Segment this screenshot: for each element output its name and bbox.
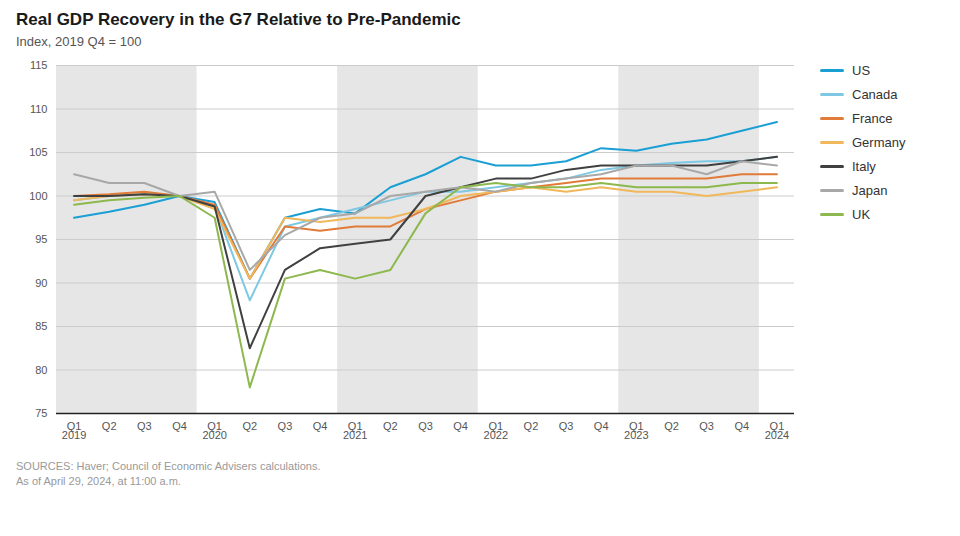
svg-text:80: 80 — [35, 364, 47, 376]
svg-text:Q1: Q1 — [488, 420, 504, 433]
svg-text:Q2: Q2 — [102, 420, 117, 432]
html-text:Index, 2019 Q4 = 100: Index, 2019 Q4 = 100 — [16, 34, 142, 49]
svg-text:Q3: Q3 — [559, 420, 574, 432]
svg-text:Q3: Q3 — [418, 420, 433, 432]
html-text:Japan: Japan — [852, 183, 888, 198]
html-text:Canada: Canada — [852, 87, 898, 102]
html-text:UK: UK — [852, 207, 871, 222]
svg-text:2023: 2023 — [624, 429, 648, 441]
svg-text:90: 90 — [35, 277, 47, 289]
svg-text:Q4: Q4 — [594, 420, 609, 432]
svg-text:Q3: Q3 — [137, 420, 152, 432]
svg-text:Q3: Q3 — [699, 420, 714, 432]
svg-text:Q4: Q4 — [453, 420, 468, 432]
svg-text:2020: 2020 — [202, 429, 226, 441]
svg-text:2019: 2019 — [62, 429, 86, 441]
svg-text:2021: 2021 — [343, 429, 367, 441]
svg-text:95: 95 — [35, 233, 47, 245]
svg-text:85: 85 — [35, 320, 47, 332]
html-text:France: France — [852, 111, 893, 126]
svg-text:2022: 2022 — [484, 429, 508, 441]
svg-text:Q2: Q2 — [383, 420, 398, 432]
svg-text:Q2: Q2 — [524, 420, 539, 432]
svg-text:75: 75 — [35, 407, 47, 419]
html-text:SOURCES: Haver; Council of Eco: SOURCES: Haver; Council of Economic Advi… — [16, 460, 321, 488]
svg-text:115: 115 — [30, 59, 48, 71]
svg-text:Q4: Q4 — [172, 420, 187, 432]
html-text:Germany: Germany — [852, 135, 906, 150]
svg-text:Q1: Q1 — [207, 420, 222, 433]
svg-text:Q1: Q1 — [347, 420, 363, 433]
svg-text:105: 105 — [29, 146, 47, 158]
svg-text:Q1: Q1 — [66, 420, 82, 433]
html-text:Italy: Italy — [852, 159, 876, 174]
svg-text:Q4: Q4 — [313, 420, 328, 432]
svg-text:Q2: Q2 — [242, 420, 257, 432]
svg-text:Q1: Q1 — [629, 420, 644, 433]
html-text:Real GDP Recovery in the G7 Re: Real GDP Recovery in the G7 Relative to … — [16, 10, 461, 29]
svg-text:Q3: Q3 — [278, 420, 293, 432]
svg-text:2024: 2024 — [765, 429, 789, 441]
svg-text:100: 100 — [29, 190, 47, 202]
html-text:US: US — [852, 63, 871, 78]
svg-text:Q2: Q2 — [664, 420, 679, 432]
svg-text:Q1: Q1 — [769, 420, 785, 433]
svg-text:Q4: Q4 — [734, 420, 749, 432]
svg-text:110: 110 — [30, 103, 48, 115]
